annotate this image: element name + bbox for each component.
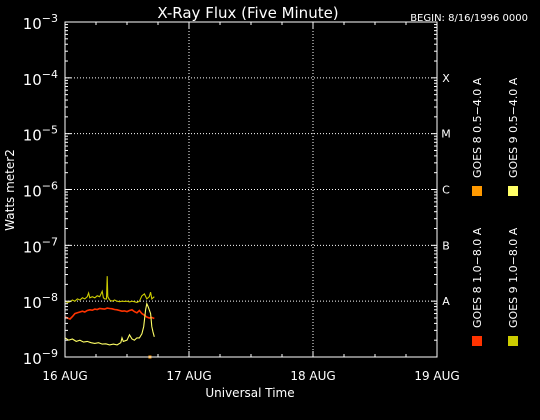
chart-title: X-Ray Flux (Five Minute) (157, 4, 338, 22)
flare-class-label: A (442, 295, 450, 308)
legend-swatch (472, 186, 482, 196)
x-tick-label: 17 AUG (166, 369, 211, 383)
y-tick-label: 10−8 (23, 291, 58, 312)
legend-label: GOES 9 0.5−4.0 A (507, 77, 520, 178)
series-line (64, 307, 155, 320)
flare-class-label: M (441, 128, 451, 141)
legend-label: GOES 8 0.5−4.0 A (471, 77, 484, 178)
legend-label: GOES 8 1.0−8.0 A (471, 227, 484, 328)
legend-item: GOES 8 1.0−8.0 A (471, 227, 484, 346)
y-tick-label: 10−3 (23, 12, 58, 33)
flare-class-label: X (442, 72, 450, 85)
legend-label: GOES 9 1.0−8.0 A (507, 227, 520, 328)
legend-swatch (508, 186, 518, 196)
y-tick-label: 10−9 (23, 347, 58, 368)
legend-swatch (508, 336, 518, 346)
x-axis-ticks: 16 AUG 17 AUG 18 AUG 19 AUG (42, 22, 460, 383)
x-tick-label: 18 AUG (290, 369, 335, 383)
flare-class-labels: A B C M X (441, 72, 451, 308)
y-tick-label: 10−5 (23, 124, 58, 145)
grid-lines (65, 22, 437, 357)
series-line (64, 276, 155, 303)
legend-swatch (472, 336, 482, 346)
y-axis-label: Watts meter2 (3, 149, 17, 231)
flare-class-label: B (442, 239, 450, 252)
flare-class-label: C (442, 184, 450, 197)
x-axis-label: Universal Time (205, 386, 294, 400)
legend-item: GOES 9 1.0−8.0 A (507, 227, 520, 346)
legend: GOES 8 1.0−8.0 A GOES 8 0.5−4.0 A GOES 9 1… (471, 77, 520, 346)
x-tick-label: 16 AUG (42, 369, 87, 383)
y-axis-ticks: 10−9 10−8 10−7 10−6 10−5 10−4 10−3 (23, 12, 437, 368)
legend-item: GOES 8 0.5−4.0 A (471, 77, 484, 196)
begin-date-label: BEGIN: 8/16/1996 0000 (410, 13, 528, 24)
legend-item: GOES 9 0.5−4.0 A (507, 77, 520, 196)
y-tick-label: 10−4 (23, 68, 58, 89)
y-tick-label: 10−6 (23, 180, 58, 201)
series-line (64, 301, 155, 346)
y-tick-label: 10−7 (23, 235, 58, 256)
x-tick-label: 19 AUG (414, 369, 459, 383)
